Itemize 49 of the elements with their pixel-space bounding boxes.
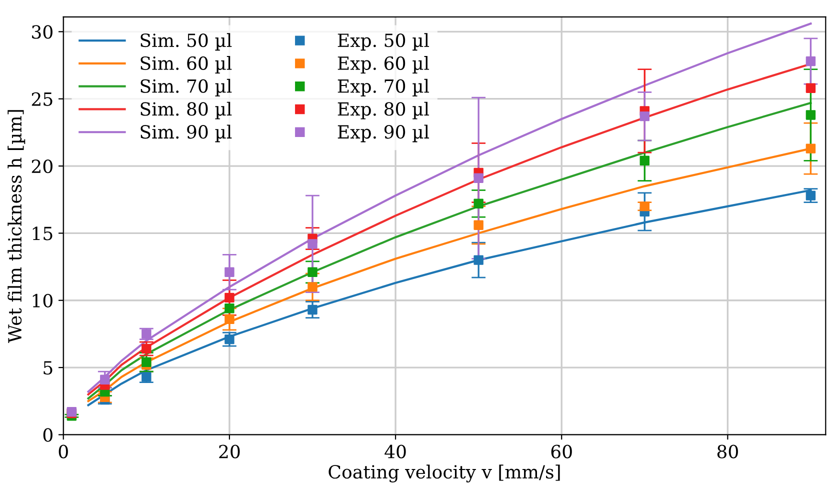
legend-label: Exp. 90 µl	[338, 124, 429, 142]
point	[142, 357, 152, 368]
y-tick-label: 5	[44, 361, 52, 375]
point	[224, 267, 234, 278]
point	[224, 314, 234, 324]
x-tick-label: 40	[384, 444, 406, 458]
point	[806, 144, 816, 154]
y-axis-title: Wet film thickness h [µm]	[8, 110, 26, 343]
y-tick-label: 25	[32, 92, 52, 106]
point	[806, 83, 816, 93]
point	[640, 111, 650, 122]
point	[474, 173, 484, 183]
point	[308, 304, 318, 315]
point	[474, 220, 484, 230]
x-tick-label: 80	[717, 444, 738, 458]
y-tick-label: 15	[32, 226, 52, 240]
legend-label: Sim. 90 µl	[140, 124, 232, 142]
legend-label: Exp. 80 µl	[338, 102, 429, 120]
y-tick-label: 20	[32, 159, 52, 174]
x-tick-label: 0	[58, 444, 68, 458]
point	[308, 282, 318, 292]
point	[474, 198, 484, 208]
y-tick-label: 0	[43, 428, 52, 442]
point	[806, 110, 816, 120]
point	[806, 56, 816, 66]
legend-label: Sim. 50 µl	[140, 33, 232, 51]
x-tick-label: 20	[219, 444, 240, 458]
legend-label: Exp. 60 µl	[338, 56, 429, 74]
point	[308, 267, 318, 278]
point	[142, 344, 152, 354]
legend-label: Exp. 50 µl	[338, 33, 429, 51]
point	[100, 374, 110, 384]
point	[640, 201, 650, 212]
point	[308, 239, 318, 249]
y-tick-label: 30	[32, 25, 52, 39]
legend-label: Exp. 70 µl	[338, 78, 429, 96]
y-tick-label: 10	[32, 294, 52, 308]
x-axis-title: Coating velocity v [mm/s]	[328, 464, 560, 482]
x-tick-label: 60	[551, 444, 572, 458]
point	[474, 255, 484, 265]
point	[142, 372, 152, 382]
legend-label: Sim. 60 µl	[140, 56, 232, 74]
point	[640, 156, 650, 166]
legend-label: Sim. 70 µl	[140, 78, 232, 96]
point	[142, 329, 152, 339]
legend-label: Sim. 80 µl	[140, 102, 232, 120]
point	[224, 292, 234, 303]
point	[224, 334, 234, 344]
point	[224, 304, 234, 314]
